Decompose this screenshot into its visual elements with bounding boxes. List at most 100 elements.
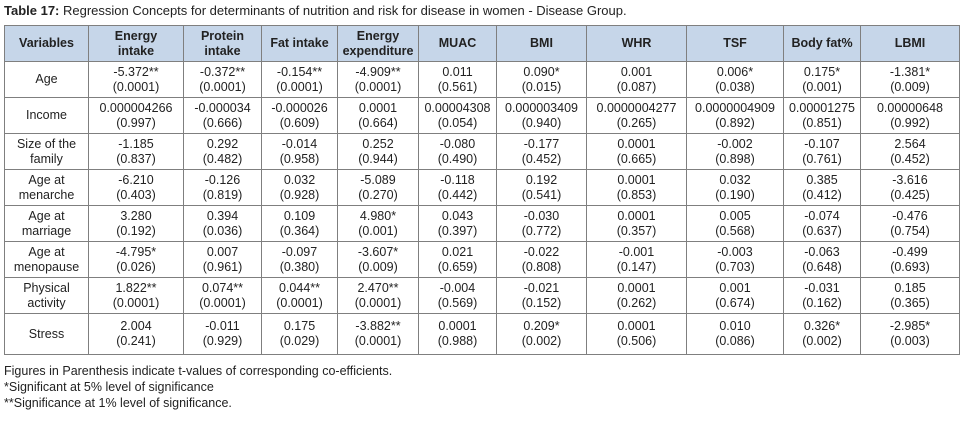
t-value: (0.693) [890, 259, 930, 274]
coefficient: 0.0001 [617, 172, 656, 187]
table-cell: 0.00000648 (0.992) [860, 97, 960, 134]
table-cell: -0.004 (0.569) [418, 277, 497, 314]
coefficient: -0.001 [618, 244, 655, 259]
table-row: Age at menarche -6.210 (0.403) -0.126 (0.819)… [4, 169, 960, 206]
header-cell: MUAC [418, 25, 497, 62]
t-value: (0.054) [437, 115, 478, 130]
t-value: (0.637) [802, 223, 842, 238]
t-value: (0.961) [202, 259, 243, 274]
table-cell: 0.00001275 (0.851) [783, 97, 861, 134]
table-cell: 0.326* (0.002) [783, 313, 861, 355]
table-cell: 0.192 (0.541) [496, 169, 587, 206]
table-cell: 2.564 (0.452) [860, 133, 960, 170]
coefficient: 0.043 [441, 208, 474, 223]
coefficient: 2.004 [120, 319, 152, 333]
coefficient: -0.003 [717, 244, 753, 259]
table-cell: 0.175* (0.001) [783, 61, 861, 98]
table-cell: -0.097 (0.380) [261, 241, 338, 278]
coefficient: 0.109 [283, 208, 316, 223]
table-cell: -5.372** (0.0001) [88, 61, 184, 98]
table-caption: Table 17: Regression Concepts for determ… [4, 3, 627, 19]
table-cell: 0.185 (0.365) [860, 277, 960, 314]
t-value: (0.412) [802, 187, 842, 202]
table-body: Age -5.372** (0.0001) -0.372** (0.0001) -0.15… [4, 61, 960, 355]
t-value: (0.506) [616, 334, 657, 348]
t-value: (0.087) [616, 79, 657, 94]
t-value: (0.819) [202, 187, 243, 202]
t-value: (0.944) [358, 151, 398, 166]
table-row: Age at marriage 3.280 (0.192) 0.394 (0.036) 0.… [4, 205, 960, 242]
table-cell: -4.909** (0.0001) [337, 61, 419, 98]
coefficient: -0.154** [276, 64, 323, 79]
coefficient: 0.005 [719, 208, 751, 223]
table-cell: -0.021 (0.152) [496, 277, 587, 314]
t-value: (0.851) [802, 115, 842, 130]
row-label: Age at menopause [4, 241, 89, 278]
table-cell: 0.252 (0.944) [337, 133, 419, 170]
coefficient: 0.032 [719, 172, 751, 187]
coefficient: 0.209* [523, 319, 560, 333]
table-cell: -5.089 (0.270) [337, 169, 419, 206]
t-value: (0.703) [715, 259, 755, 274]
table-row: Physical activity 1.822** (0.0001) 0.074** (0… [4, 277, 960, 314]
coefficient: 0.001 [620, 64, 653, 79]
coefficient: -0.476 [892, 208, 928, 223]
table-cell: 0.044** (0.0001) [261, 277, 338, 314]
header-cell-variables: Variables [4, 25, 89, 62]
row-label: Income [4, 97, 89, 134]
t-value: (0.190) [715, 187, 755, 202]
coefficient: 0.0001 [617, 319, 656, 333]
table-cell: -0.000034 (0.666) [183, 97, 262, 134]
table-cell: -0.003 (0.703) [686, 241, 784, 278]
coefficient: 2.470** [357, 280, 399, 295]
t-value: (0.609) [279, 115, 320, 130]
t-value: (0.265) [616, 115, 657, 130]
table-cell: 0.000004266 (0.997) [88, 97, 184, 134]
table-cell: 0.021 (0.659) [418, 241, 497, 278]
table-cell: -0.080 (0.490) [418, 133, 497, 170]
t-value: (0.664) [358, 115, 398, 130]
t-value: (0.152) [521, 295, 562, 310]
header-cell: Body fat% [783, 25, 861, 62]
t-value: (0.452) [521, 151, 562, 166]
t-value: (0.0001) [354, 295, 402, 310]
t-value: (0.665) [616, 151, 657, 166]
table-cell: -0.001 (0.147) [586, 241, 687, 278]
table-cell: -0.499 (0.693) [860, 241, 960, 278]
coefficient: -5.372** [113, 64, 159, 79]
t-value: (0.192) [116, 223, 156, 238]
coefficient: -3.882** [355, 319, 401, 333]
coefficient: -2.985* [889, 319, 931, 333]
t-value: (0.009) [358, 259, 398, 274]
table-cell: 0.005 (0.568) [686, 205, 784, 242]
table-cell: 0.0001 (0.664) [337, 97, 419, 134]
t-value: (0.568) [715, 223, 755, 238]
table-cell: 0.0001 (0.665) [586, 133, 687, 170]
t-value: (0.0001) [276, 79, 323, 94]
row-label: Physical activity [4, 277, 89, 314]
t-value: (0.086) [715, 334, 755, 348]
table-cell: -0.372** (0.0001) [183, 61, 262, 98]
table-cell: 3.280 (0.192) [88, 205, 184, 242]
row-label: Stress [4, 313, 89, 355]
t-value: (0.0001) [276, 295, 323, 310]
t-value: (0.270) [358, 187, 398, 202]
t-value: (0.0001) [112, 295, 160, 310]
coefficient: 2.564 [894, 136, 926, 151]
t-value: (0.038) [715, 79, 755, 94]
table-cell: 1.822** (0.0001) [88, 277, 184, 314]
t-value: (0.403) [116, 187, 156, 202]
t-value: (0.928) [279, 187, 320, 202]
coefficient: 0.044** [278, 280, 320, 295]
t-value: (0.997) [116, 115, 156, 130]
table-row: Stress 2.004 (0.241) -0.011 (0.929) 0.175 (0.0… [4, 313, 960, 355]
coefficient: 0.175* [803, 64, 841, 79]
table-cell: 0.0000004909 (0.892) [686, 97, 784, 134]
table-caption-text: Regression Concepts for determinants of … [59, 3, 627, 18]
coefficient: 0.385 [806, 172, 838, 187]
t-value: (0.029) [279, 334, 320, 348]
footnote-5-percent: *Significant at 5% level of significance [4, 380, 214, 394]
coefficient: -1.185 [118, 136, 154, 151]
table-row: Size of the family -1.185 (0.837) 0.292 (0.48… [4, 133, 960, 170]
table-cell: -4.795* (0.026) [88, 241, 184, 278]
